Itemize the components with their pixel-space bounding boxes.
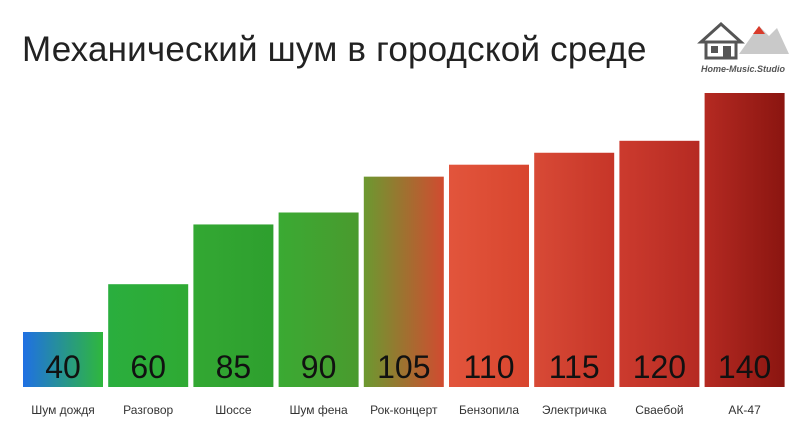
bar-value-label: 110 xyxy=(463,349,514,385)
category-label: АК-47 xyxy=(728,403,761,417)
bar-4 xyxy=(276,210,361,389)
chart-title: Механический шум в городской среде xyxy=(22,30,647,69)
category-label: Шоссе xyxy=(215,403,252,417)
bar-value-label: 120 xyxy=(633,349,686,385)
bar-value-label: 105 xyxy=(377,349,430,385)
category-label: Сваебой xyxy=(635,403,683,417)
bar-value-label: 85 xyxy=(216,349,252,385)
category-label: Шум фена xyxy=(289,403,348,417)
bar-value-label: 115 xyxy=(549,349,600,385)
bar-value-label: 40 xyxy=(45,349,81,385)
bar-1 xyxy=(21,330,105,389)
house-mountain-icon xyxy=(697,21,789,60)
category-label: Шум дождя xyxy=(31,403,95,417)
bar-6 xyxy=(447,162,531,389)
category-label: Электричка xyxy=(542,403,607,417)
bar-7 xyxy=(532,150,617,389)
bar-9 xyxy=(702,91,787,389)
bar-5 xyxy=(361,174,446,389)
logo-text: Home-Music.Studio xyxy=(700,64,785,74)
bar-value-label: 60 xyxy=(130,349,166,385)
bar-value-label: 90 xyxy=(301,349,337,385)
home-music-studio-logo: Home-Music.Studio xyxy=(697,14,789,78)
bar-8 xyxy=(617,138,702,389)
category-label: Рок-концерт xyxy=(370,403,438,417)
bar-value-label: 140 xyxy=(718,349,771,385)
bar-2 xyxy=(106,282,191,390)
category-label: Бензопила xyxy=(459,403,519,417)
category-label: Разговор xyxy=(123,403,173,417)
bar-3 xyxy=(191,222,276,389)
